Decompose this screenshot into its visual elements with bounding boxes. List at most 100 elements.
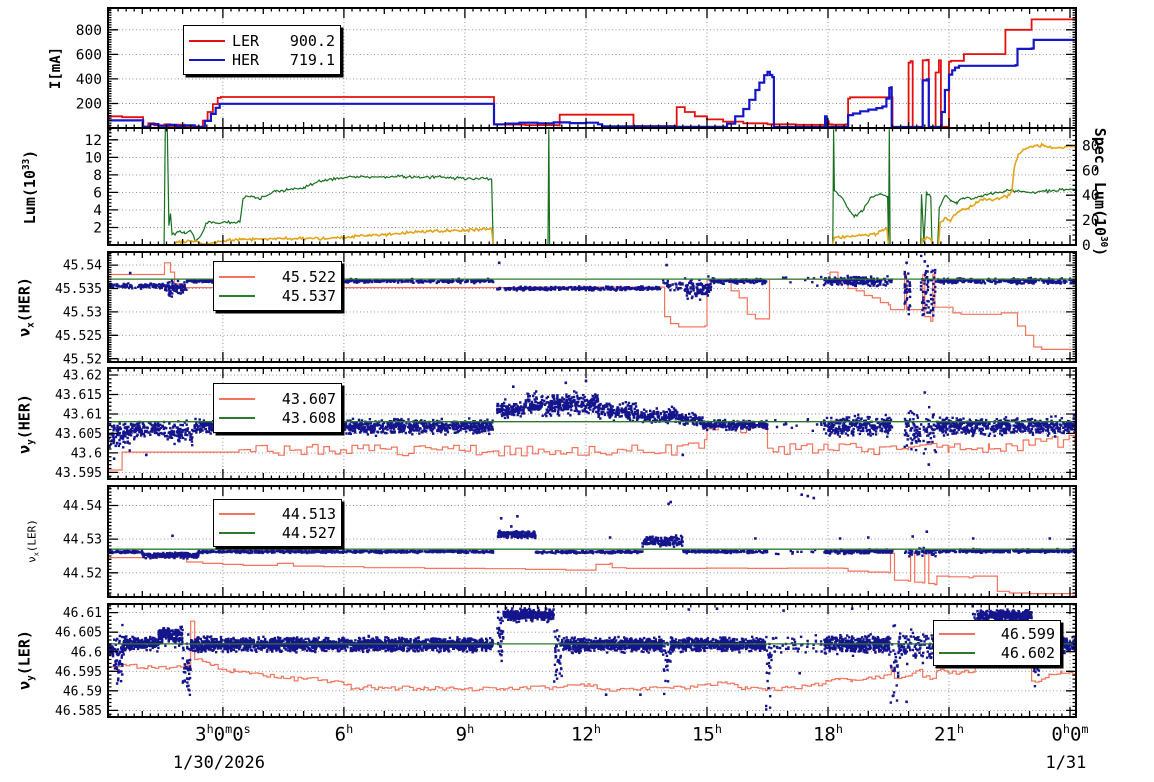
x-axis-label: 0h0m [1051,722,1089,746]
y-tick-label: 46.605 [55,626,102,641]
right-y-tick-label: 0 [1082,238,1091,254]
legend-nuy-her: 43.607 43.608 [213,383,342,433]
panel-nuy-ler: 46.585 46.59 46.595 46.6 46.605 46.61 [55,603,1077,719]
x-axis-label: 18h [812,722,843,746]
right-y-tick-label: 20 [1082,213,1099,229]
y-tick-label: 45.535 [55,282,102,297]
legend-nuy-ler: 46.599 46.602 [933,620,1061,666]
series-specific-luminosity [108,141,1076,245]
legend-value: 46.602 [1000,643,1055,662]
grid-lines [108,486,1076,597]
legend-value: 44.527 [281,523,336,542]
panel-frame [107,603,1077,718]
set-line-swatch [219,512,255,515]
panel-frame [107,367,1077,480]
x-axis-date-label: 1/31 [1045,753,1087,773]
y-tick-label: 10 [85,150,102,166]
y-tick-label: 12 [85,133,102,149]
legend-entry: 44.527 [219,523,336,542]
y-tick-label: 45.53 [63,305,102,320]
y-tick-label: 46.585 [55,704,102,719]
y-tick-label: 43.605 [55,427,102,442]
series-nux-ler-set [108,552,1076,595]
y-tick-label: 45.52 [63,352,102,367]
y-tick-label: 43.61 [63,408,102,423]
series-nux-her-meas [108,254,1076,317]
y-tick-label: 600 [76,47,102,63]
ref-line-swatch [219,294,255,297]
legend-entry: 45.522 [219,267,336,286]
panel-nux-ler: 44.52 44.53 44.54 [63,485,1077,598]
y-tick-label: 44.54 [63,499,102,514]
y-axis-title-nux-her: νx(HER) [15,277,37,337]
legend-label: LER [232,31,260,50]
y-tick-label: 46.6 [71,645,102,660]
y-tick-label: 44.52 [63,566,102,581]
y-tick-label: 45.54 [63,259,102,274]
y-axis-title-specific-luminosity: Spec. Lum(1030) [1091,127,1109,257]
series-nux-ler-meas [108,493,1076,560]
x-axis-label: 3h0m0s [195,722,251,746]
legend-entry: 43.608 [219,408,336,427]
legend-nux-ler: 44.513 44.527 [213,499,342,547]
grid-lines [108,128,1076,245]
ref-line-swatch [219,531,255,534]
legend-entry: 46.602 [939,643,1055,662]
legend-value: 43.608 [281,408,336,427]
legend-label: HER [232,50,260,69]
legend-entry: HER 719.1 [189,50,335,69]
ref-line-swatch [939,651,975,654]
y-tick-label: 400 [76,72,102,88]
legend-nux-her: 45.522 45.537 [213,261,342,311]
y-tick-label: 46.59 [63,684,102,699]
axis-ticks [108,8,1076,129]
axis-ticks [108,252,1076,362]
set-line-swatch [219,397,255,400]
y-axis-title-nuy-ler: νy(LER) [15,630,37,690]
y-tick-label: 800 [76,23,102,39]
panel-frame [107,127,1077,246]
legend-entry: 44.513 [219,504,336,523]
axis-ticks [108,486,1076,597]
x-axis-label: 21h [933,722,964,746]
y-tick-label: 200 [76,97,102,113]
ref-line-swatch [219,416,255,419]
axis-ticks [108,368,1076,479]
legend-value: 719.1 [289,50,335,69]
x-axis-label: 15h [691,722,722,746]
y-axis-title-luminosity: Lum(1033) [21,149,39,225]
y-tick-label: 46.595 [55,665,102,680]
her-line-swatch [189,58,225,61]
legend-entry: 46.599 [939,624,1055,643]
y-axis-title-current: I[mA] [48,46,64,90]
axis-ticks [108,604,1076,717]
y-tick-label: 43.615 [55,388,102,403]
right-y-tick-label: 80 [1082,138,1099,154]
y-tick-label: 46.61 [63,606,102,621]
x-axis-label: 9h [455,722,475,746]
legend-entry: 45.537 [219,286,336,305]
x-axis-label: 6h [334,722,354,746]
y-tick-label: 45.525 [55,329,102,344]
y-axis-title-nux-ler: νx(LER) [25,519,41,563]
set-line-swatch [219,275,255,278]
legend-value: 45.522 [281,267,336,286]
panel-nux-her: 45.52 45.525 45.53 45.535 45.54 [55,251,1077,367]
series-nux-her-set [108,262,1076,350]
x-axis-label: 12h [570,722,601,746]
y-tick-label: 4 [93,203,102,219]
right-y-tick-label: 40 [1082,188,1099,204]
y-tick-label: 43.62 [63,369,102,384]
x-axis-date-label: 1/30/2026 [172,753,265,773]
legend-beam-currents: LER 900.2 HER 719.1 [183,25,341,75]
panel-beam-currents: 200 400 600 800 [76,7,1077,129]
grid-lines [108,368,1076,479]
panel-frame [107,485,1077,598]
y-tick-label: 2 [93,221,102,237]
axis-ticks [108,128,1076,246]
y-tick-label: 6 [93,185,102,201]
